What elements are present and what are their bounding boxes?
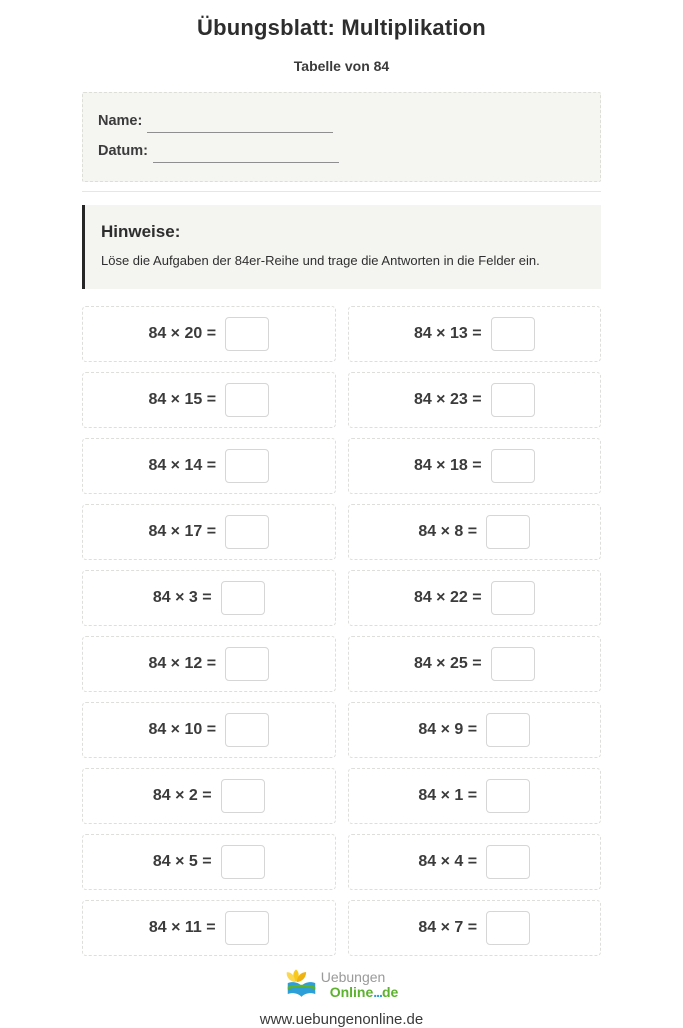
problem-card: 84 × 15 = xyxy=(82,372,336,428)
problem-card: 84 × 18 = xyxy=(347,438,601,494)
date-label: Datum: xyxy=(98,143,148,159)
answer-input[interactable] xyxy=(224,911,269,945)
student-info-box: Name: Datum: xyxy=(82,92,601,182)
name-label: Name: xyxy=(98,113,143,129)
problem-card: 84 × 14 = xyxy=(82,438,336,494)
problem-card: 84 × 3 = xyxy=(82,570,336,626)
problem-card: 84 × 10 = xyxy=(82,702,336,758)
answer-input[interactable] xyxy=(486,911,531,945)
open-book-logo-icon xyxy=(286,969,315,997)
problem-card: 84 × 17 = xyxy=(82,504,336,560)
answer-input[interactable] xyxy=(225,647,270,681)
logo-word-uebungen: Uebungen xyxy=(320,968,386,985)
problem-label: 84 × 10 = xyxy=(148,721,217,738)
answer-input[interactable] xyxy=(225,713,270,747)
answer-input[interactable] xyxy=(490,317,535,351)
problem-card: 84 × 4 = xyxy=(347,834,601,890)
problem-label: 84 × 3 = xyxy=(152,589,212,606)
answer-input[interactable] xyxy=(486,515,531,549)
problem-label: 84 × 20 = xyxy=(148,325,217,342)
problem-card: 84 × 7 = xyxy=(347,900,601,956)
problem-card: 84 × 25 = xyxy=(347,636,601,692)
problem-card: 84 × 5 = xyxy=(82,834,336,890)
logo-text: Uebungen Online...de xyxy=(321,970,399,999)
problem-card: 84 × 2 = xyxy=(82,768,336,824)
problem-card: 84 × 9 = xyxy=(347,702,601,758)
problem-label: 84 × 13 = xyxy=(413,325,482,342)
hints-box: Hinweise: Löse die Aufgaben der 84er-Rei… xyxy=(82,205,601,289)
answer-input[interactable] xyxy=(225,515,270,549)
date-field-row: Datum: xyxy=(98,139,585,163)
answer-input[interactable] xyxy=(486,845,531,879)
uebungen-online-logo: Uebungen Online...de xyxy=(285,965,399,1003)
problem-label: 84 × 12 = xyxy=(148,655,217,672)
logo-word-online: Online xyxy=(329,983,374,1000)
problem-label: 84 × 18 = xyxy=(413,457,482,474)
answer-input[interactable] xyxy=(220,779,265,813)
problem-card: 84 × 13 = xyxy=(347,306,601,362)
problem-label: 84 × 23 = xyxy=(413,391,482,408)
page-subtitle: Tabelle von 84 xyxy=(293,58,390,74)
logo-dots: ... xyxy=(373,983,383,1000)
problem-label: 84 × 9 = xyxy=(418,721,478,738)
problem-label: 84 × 4 = xyxy=(418,853,478,870)
name-fill-line xyxy=(147,115,334,133)
answer-input[interactable] xyxy=(490,647,535,681)
problem-label: 84 × 8 = xyxy=(418,523,478,540)
problem-label: 84 × 22 = xyxy=(413,589,482,606)
problem-card: 84 × 8 = xyxy=(347,504,601,560)
page-title: Übungsblatt: Multiplikation xyxy=(197,15,486,40)
website-url: www.uebungenonline.de xyxy=(259,1011,424,1028)
content-area: Name: Datum: Hinweise: Löse die Aufgaben… xyxy=(82,92,601,1028)
answer-input[interactable] xyxy=(490,449,535,483)
problem-card: 84 × 11 = xyxy=(82,900,336,956)
problem-label: 84 × 2 = xyxy=(152,787,212,804)
logo-word-online-de: Online...de xyxy=(321,985,399,999)
problem-card: 84 × 1 = xyxy=(347,768,601,824)
problem-label: 84 × 25 = xyxy=(413,655,482,672)
answer-input[interactable] xyxy=(225,449,270,483)
answer-input[interactable] xyxy=(220,581,265,615)
hints-text: Löse die Aufgaben der 84er-Reihe und tra… xyxy=(101,253,540,268)
answer-input[interactable] xyxy=(486,779,531,813)
footer: Uebungen Online...de www.uebungenonline.… xyxy=(82,965,601,1028)
section-divider xyxy=(82,191,601,192)
problem-label: 84 × 7 = xyxy=(418,919,478,936)
problem-label: 84 × 15 = xyxy=(148,391,217,408)
problem-label: 84 × 1 = xyxy=(418,787,478,804)
answer-input[interactable] xyxy=(490,581,535,615)
answer-input[interactable] xyxy=(225,383,270,417)
name-field-row: Name: xyxy=(98,109,585,133)
problem-card: 84 × 12 = xyxy=(82,636,336,692)
problem-card: 84 × 22 = xyxy=(347,570,601,626)
hints-heading: Hinweise: xyxy=(101,222,181,241)
date-fill-line xyxy=(152,145,339,163)
problem-label: 84 × 11 = xyxy=(148,919,216,936)
answer-input[interactable] xyxy=(486,713,531,747)
answer-input[interactable] xyxy=(225,317,270,351)
answer-input[interactable] xyxy=(220,845,265,879)
problem-label: 84 × 5 = xyxy=(152,853,212,870)
problem-label: 84 × 14 = xyxy=(148,457,217,474)
answer-input[interactable] xyxy=(490,383,535,417)
logo-word-de: de xyxy=(381,983,399,1000)
problem-card: 84 × 23 = xyxy=(347,372,601,428)
problem-label: 84 × 17 = xyxy=(148,523,217,540)
problem-card: 84 × 20 = xyxy=(82,306,336,362)
problems-grid: 84 × 20 = 84 × 13 = 84 × 15 = 84 × 23 = … xyxy=(82,306,601,956)
